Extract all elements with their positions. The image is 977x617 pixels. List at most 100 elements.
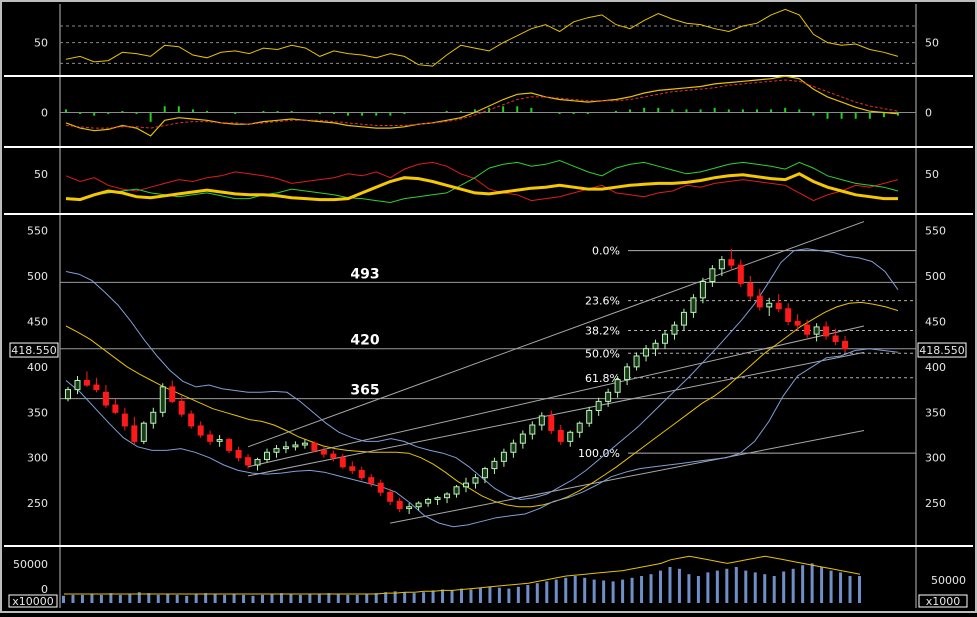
candle-body	[292, 444, 299, 448]
candle-body	[131, 425, 138, 442]
candle-body	[624, 366, 631, 381]
volume-bar	[640, 576, 644, 603]
sr-label-1: 420	[350, 333, 379, 349]
candle-body	[74, 380, 81, 391]
candle-body	[245, 457, 252, 466]
price-tick-right: 400	[925, 361, 946, 374]
volume-bar	[460, 588, 463, 603]
volume-bar	[194, 594, 198, 603]
candle-body	[662, 333, 668, 344]
candle-body	[273, 448, 280, 453]
dmi-series-0	[65, 161, 899, 202]
candle-body	[756, 295, 763, 308]
candle-body	[434, 497, 441, 500]
candle-body	[576, 422, 583, 433]
fib-label-4: 61.8%	[585, 372, 620, 385]
sr-label-0: 493	[350, 266, 379, 282]
sr-label-2: 365	[350, 383, 379, 399]
volume-bar	[99, 594, 103, 603]
volume-bar	[858, 576, 861, 603]
candle-body	[339, 457, 346, 468]
volume-bar	[725, 568, 729, 603]
volume-bar	[156, 594, 160, 603]
candle-body	[254, 459, 261, 466]
volume-bar	[801, 565, 805, 603]
candle-body	[396, 500, 403, 510]
volume-bar	[327, 593, 331, 603]
volume-bar	[166, 594, 170, 603]
candle-body	[102, 391, 109, 406]
price-tick-right: 550	[925, 225, 946, 238]
volume-bar	[696, 576, 700, 603]
volume-bar	[298, 594, 302, 603]
volume-tick-left: 50000	[13, 558, 48, 571]
candle-body	[197, 425, 204, 436]
candle-body	[680, 311, 687, 326]
price-overlay-1	[65, 248, 899, 501]
volume-bar	[251, 595, 255, 603]
volume-bar	[374, 593, 378, 603]
volume-tick-right: 50000	[931, 574, 966, 587]
volume-bar	[232, 594, 236, 603]
volume-bar	[279, 593, 283, 603]
volume-bar	[848, 576, 852, 603]
volume-bar	[630, 577, 634, 603]
price-tick-right: 450	[925, 315, 946, 328]
candle-body	[823, 326, 830, 337]
candle-body	[567, 431, 574, 442]
candle-body	[207, 434, 214, 442]
rsi-tick-left: 50	[34, 37, 48, 50]
macd-tick-right: 0	[925, 107, 932, 120]
volume-bar	[554, 579, 558, 603]
candle-body	[633, 355, 640, 368]
volume-bar	[782, 571, 786, 603]
volume-bar	[526, 585, 530, 603]
volume-bar	[185, 595, 189, 603]
candle-body	[140, 422, 147, 442]
volume-bar	[71, 594, 75, 603]
candle-body	[93, 384, 100, 391]
volume-bar	[744, 570, 748, 603]
macd-signal-line	[65, 79, 899, 129]
rsi-tick-right: 50	[925, 37, 939, 50]
candle-body	[121, 413, 128, 427]
candle-body	[453, 486, 460, 495]
volume-bar	[450, 590, 454, 603]
candle-body	[264, 451, 270, 461]
volume-bar	[516, 586, 520, 603]
rsi-series-0	[65, 8, 899, 67]
last-price-box-left	[9, 342, 59, 358]
volume-bar	[90, 594, 94, 603]
fib-label-2: 38.2%	[585, 325, 620, 338]
candle-body	[538, 415, 545, 426]
volume-bar	[829, 570, 833, 603]
volume-bar	[384, 592, 388, 603]
candle-body	[377, 482, 384, 493]
candle-body	[737, 264, 744, 284]
candle-body	[747, 282, 754, 297]
candle-body	[785, 308, 792, 322]
volume-multiplier-right: x1000	[926, 595, 961, 608]
candle-body	[159, 386, 166, 413]
volume-bar	[677, 568, 681, 603]
candle-body	[491, 460, 498, 470]
price-overlay-2	[65, 348, 899, 528]
candle-body	[368, 477, 375, 484]
candle-body	[652, 342, 659, 350]
volume-bar	[137, 592, 141, 603]
volume-bar	[422, 592, 426, 603]
candle-body	[216, 439, 223, 442]
candle-body	[794, 320, 801, 326]
dmi-series-2	[65, 172, 898, 202]
candle-body	[358, 469, 365, 479]
volume-bar	[80, 594, 84, 603]
candle-body	[406, 506, 413, 510]
candle-body	[832, 335, 839, 342]
volume-bar	[649, 574, 653, 603]
dmi-tick-left: 50	[34, 168, 48, 181]
price-tick-left: 300	[27, 452, 48, 465]
volume-bar	[346, 594, 350, 603]
volume-bar	[659, 570, 662, 603]
